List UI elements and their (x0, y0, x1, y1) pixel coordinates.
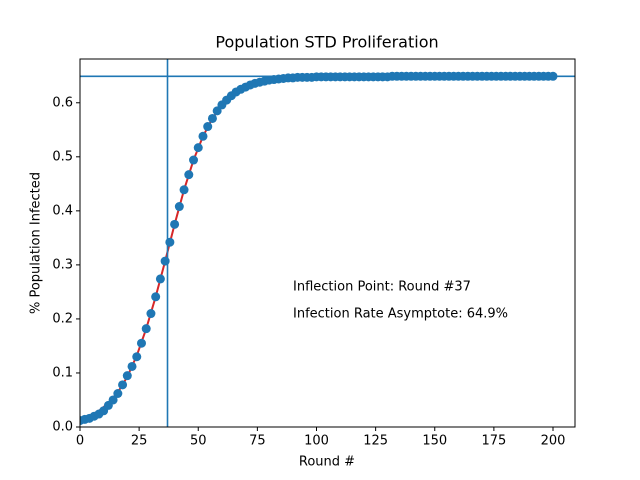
data-point (127, 361, 137, 371)
data-point (193, 143, 203, 153)
x-tick-label: 200 (541, 434, 566, 449)
y-tick-label: 0.5 (52, 149, 73, 164)
data-point (198, 131, 208, 141)
fit-line (80, 75, 554, 421)
data-point (203, 122, 213, 132)
data-point (155, 274, 165, 284)
y-tick-label: 0.1 (52, 365, 73, 380)
data-point (179, 185, 189, 195)
chart-title: Population STD Proliferation (215, 33, 438, 52)
data-point (108, 395, 118, 405)
x-tick-label: 50 (190, 434, 207, 449)
y-tick-label: 0.0 (52, 420, 73, 435)
plot-frame (79, 58, 576, 428)
data-point (146, 309, 156, 319)
x-tick-label: 100 (304, 434, 329, 449)
overlay: 0 25 50 75 100 125 150 175 200 0.0 0.1 0.2 0.3 0.4 0.5… (52, 58, 576, 449)
x-tick-label: 25 (131, 434, 148, 449)
y-tick-label: 0.4 (52, 203, 73, 218)
data-point (132, 352, 142, 362)
data-point (174, 202, 184, 212)
x-axis-label: Round # (299, 455, 355, 470)
x-tick-label: 125 (363, 434, 388, 449)
annotation: Infection Rate Asymptote: 64.9% (293, 307, 508, 322)
data-point (189, 155, 199, 165)
plot-area (80, 59, 575, 427)
data-point (207, 113, 217, 123)
data-point (141, 324, 151, 334)
data-point (136, 338, 146, 348)
x-tick-label: 150 (422, 434, 447, 449)
y-tick-label: 0.6 (52, 95, 73, 110)
data-point (151, 292, 161, 302)
data-point (122, 371, 132, 381)
y-tick-label: 0.2 (52, 311, 73, 326)
x-tick-label: 75 (249, 434, 266, 449)
y-tick-label: 0.3 (52, 257, 73, 272)
data-point (118, 380, 128, 390)
x-tick-label: 175 (481, 434, 506, 449)
data-point (184, 170, 194, 180)
data-point (170, 219, 180, 229)
y-axis-label: % Population Infected (29, 172, 44, 314)
annotation: Inflection Point: Round #37 (293, 280, 471, 295)
data-point (113, 388, 123, 398)
x-tick-label: 0 (76, 434, 84, 449)
